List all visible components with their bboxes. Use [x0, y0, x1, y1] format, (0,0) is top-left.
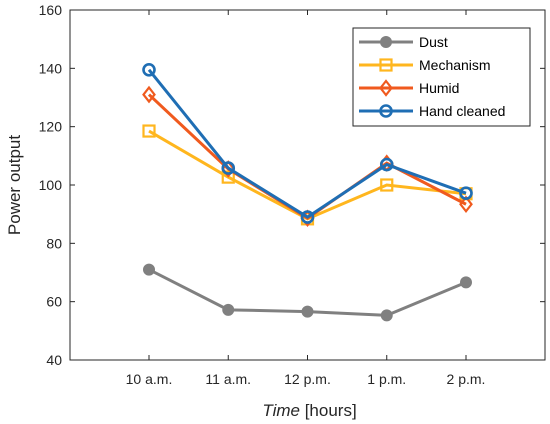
data-point-hand-cleaned	[221, 161, 236, 175]
legend-label: Mechanism	[419, 57, 491, 73]
legend-marker	[379, 58, 393, 72]
legend-marker	[379, 104, 393, 118]
data-point-mechanism	[221, 170, 235, 184]
legend-marker	[379, 79, 393, 97]
data-point-mechanism	[142, 124, 156, 138]
data-point-dust	[143, 263, 155, 276]
legend-marker	[380, 36, 392, 48]
y-tick-label: 40	[46, 352, 62, 368]
series-line-hand-cleaned	[147, 68, 467, 219]
data-point-mechanism	[380, 178, 394, 192]
legend-item-humid: Humid	[359, 79, 459, 97]
legend-item-mechanism: Mechanism	[359, 57, 491, 73]
y-axis: 40 60 80 100 120 140 160	[39, 2, 545, 368]
data-point-hand-cleaned	[142, 62, 156, 77]
y-tick-label: 120	[39, 119, 63, 135]
x-tick-label: 1 p.m.	[367, 371, 406, 387]
data-point-humid	[142, 85, 156, 104]
y-tick-label: 60	[46, 294, 62, 310]
y-tick-label: 140	[39, 60, 63, 76]
data-point-humid	[221, 160, 236, 178]
data-point-humid	[459, 195, 473, 214]
x-tick-label: 2 p.m.	[447, 371, 486, 387]
x-axis-title: Time [hours]	[262, 401, 356, 420]
y-tick-label: 160	[39, 2, 63, 18]
legend-item-hand-cleaned: Hand cleaned	[359, 103, 505, 119]
series-dust	[143, 263, 472, 322]
legend-item-dust: Dust	[359, 34, 448, 50]
series-hand-cleaned	[142, 62, 473, 224]
legend-label: Hand cleaned	[419, 103, 505, 119]
x-axis-title-italic: Time	[262, 401, 300, 420]
x-axis-title-unit: [hours]	[300, 401, 357, 420]
data-point-dust	[460, 276, 472, 289]
data-point-dust	[301, 305, 314, 318]
x-tick-label: 10 a.m.	[126, 371, 173, 387]
data-point-dust	[222, 303, 235, 316]
data-point-hand-cleaned	[379, 157, 394, 172]
x-axis: 10 a.m. 11 a.m. 12 p.m. 1 p.m. 2 p.m.	[126, 10, 486, 387]
x-tick-label: 12 p.m.	[284, 371, 331, 387]
y-tick-label: 80	[46, 235, 62, 251]
data-point-dust	[380, 309, 393, 322]
x-tick-label: 11 a.m.	[205, 371, 251, 387]
data-point-hand-cleaned	[459, 186, 473, 200]
data-point-hand-cleaned	[300, 210, 315, 224]
legend-label: Dust	[419, 34, 448, 50]
y-axis-title: Power output	[5, 135, 24, 235]
series-layer	[142, 62, 473, 322]
legend-label: Humid	[419, 80, 459, 96]
y-tick-label: 100	[39, 177, 63, 193]
legend: Dust Mechanism Humid Hand cleaned	[352, 27, 531, 127]
